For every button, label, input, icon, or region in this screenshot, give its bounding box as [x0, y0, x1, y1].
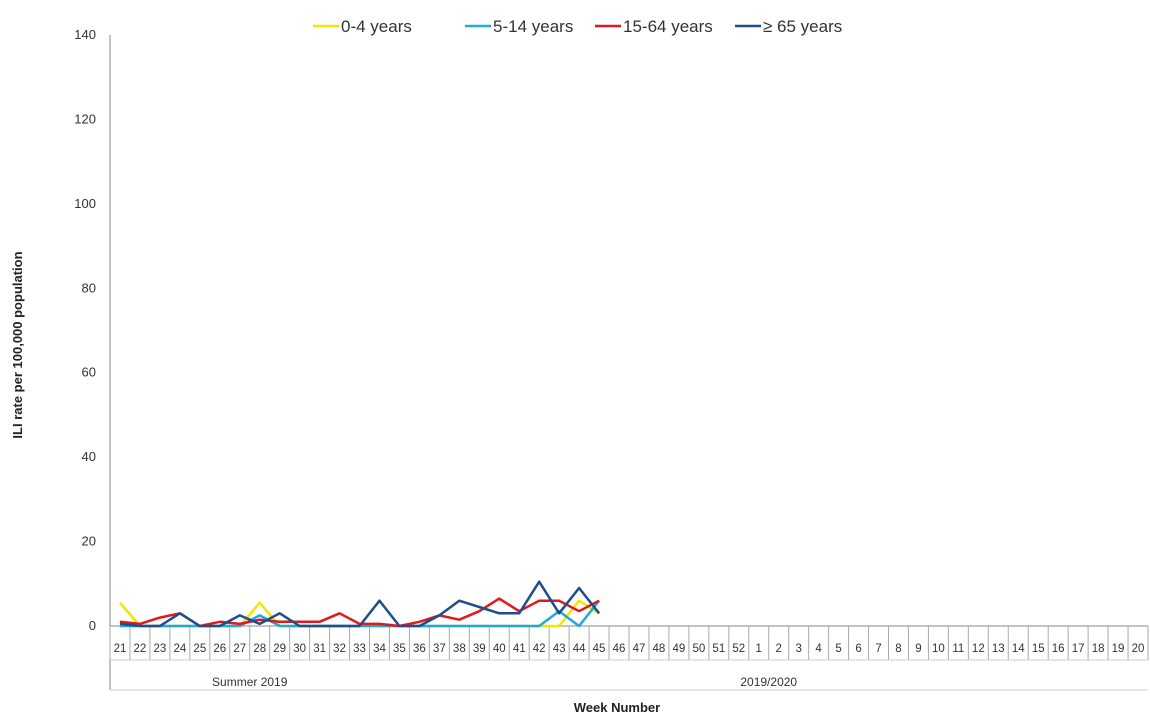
x-tick-label: 5 — [835, 643, 841, 655]
x-tick-label: 31 — [313, 643, 326, 655]
x-tick-label: 29 — [273, 643, 286, 655]
y-tick-label: 60 — [82, 365, 96, 380]
y-tick-label: 120 — [74, 111, 96, 126]
x-tick-label: 23 — [154, 643, 167, 655]
x-tick-label: 10 — [932, 643, 945, 655]
x-tick-label: 52 — [732, 643, 745, 655]
x-axis-title: Week Number — [574, 700, 660, 715]
x-tick-label: 15 — [1032, 643, 1045, 655]
x-tick-label: 27 — [233, 643, 246, 655]
x-tick-label: 49 — [673, 643, 686, 655]
y-tick-label: 40 — [82, 449, 96, 464]
x-tick-label: 24 — [173, 643, 186, 655]
x-tick-label: 2 — [776, 643, 782, 655]
x-tick-label: 26 — [213, 643, 226, 655]
x-tick-label: 32 — [333, 643, 346, 655]
x-tick-label: 17 — [1072, 643, 1085, 655]
legend-label: 0-4 years — [341, 17, 412, 36]
x-tick-label: 45 — [593, 643, 606, 655]
series-group — [119, 580, 601, 628]
y-tick-label: 140 — [74, 27, 96, 42]
x-tick-label: 14 — [1012, 643, 1025, 655]
x-tick-label: 30 — [293, 643, 306, 655]
x-tick-label: 51 — [712, 643, 725, 655]
x-tick-label: 33 — [353, 643, 366, 655]
x-tick-label: 21 — [114, 643, 127, 655]
season-label: 2019/2020 — [740, 675, 797, 689]
x-tick-label: 12 — [972, 643, 985, 655]
x-tick-label: 37 — [433, 643, 446, 655]
x-tick-label: 20 — [1132, 643, 1145, 655]
season-label: Summer 2019 — [212, 675, 288, 689]
x-tick-label: 13 — [992, 643, 1005, 655]
legend-label: 5-14 years — [493, 17, 573, 36]
legend-label: 15-64 years — [623, 17, 713, 36]
y-tick-label: 0 — [89, 618, 96, 633]
x-tick-label: 46 — [613, 643, 626, 655]
x-tick-label: 44 — [573, 643, 586, 655]
x-tick-label: 4 — [815, 643, 822, 655]
x-tick-label: 1 — [756, 643, 762, 655]
x-tick-label: 38 — [453, 643, 466, 655]
x-tick-label: 25 — [193, 643, 206, 655]
x-tick-label: 19 — [1112, 643, 1125, 655]
y-tick-label: 20 — [82, 534, 96, 549]
x-tick-label: 36 — [413, 643, 426, 655]
y-tick-label: 80 — [82, 280, 96, 295]
x-tick-label: 11 — [952, 643, 964, 655]
x-tick-label: 16 — [1052, 643, 1065, 655]
x-tick-label: 50 — [692, 643, 705, 655]
x-tick-label: 40 — [493, 643, 506, 655]
x-tick-label: 7 — [875, 643, 881, 655]
x-tick-label: 18 — [1092, 643, 1105, 655]
x-tick-label: 35 — [393, 643, 406, 655]
x-tick-label: 42 — [533, 643, 546, 655]
x-tick-label: 3 — [795, 643, 801, 655]
x-tick-label: 34 — [373, 643, 386, 655]
x-tick-label: 9 — [915, 643, 921, 655]
x-tick-label: 47 — [633, 643, 646, 655]
y-axis-title: ILI rate per 100,000 population — [10, 251, 25, 438]
x-tick-label: 6 — [855, 643, 861, 655]
x-tick-label: 48 — [653, 643, 666, 655]
y-tick-label: 100 — [74, 196, 96, 211]
x-tick-label: 39 — [473, 643, 486, 655]
x-tick-label: 28 — [253, 643, 266, 655]
x-tick-label: 41 — [513, 643, 526, 655]
x-axis: 21 22 23 24 25 26 27 28 29 30 31 32 33 34 35 36 37 38 39 40… — [109, 625, 1149, 691]
x-tick-label: 8 — [895, 643, 901, 655]
series-line-3 — [119, 580, 601, 628]
legend-label: ≥ 65 years — [763, 17, 842, 36]
legend: 0-4 years 5-14 years 15-64 years ≥ 65 years — [313, 17, 842, 36]
x-tick-label: 43 — [553, 643, 566, 655]
y-axis: 0 20 40 60 80 100 120 140 — [74, 27, 111, 690]
x-tick-label: 22 — [134, 643, 147, 655]
